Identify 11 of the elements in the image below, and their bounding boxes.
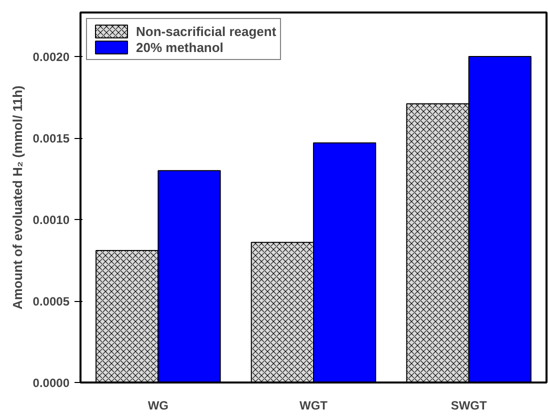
y-tick-label: 0.0020 xyxy=(32,50,70,64)
x-tick-label: SWGT xyxy=(450,398,488,412)
legend-label: Non-sacrificial reagent xyxy=(136,23,276,39)
y-tick-label: 0.0010 xyxy=(32,213,70,228)
legend-label: 20% methanol xyxy=(136,39,224,55)
y-tick-label: 0.0000 xyxy=(32,376,70,390)
y-tick-label: 0.0005 xyxy=(32,294,70,308)
x-tick-label: WG xyxy=(148,398,169,412)
x-tick-label: WGT xyxy=(300,398,328,412)
y-axis-title: Amount of evoluated H₂ (mmol/ 11h) xyxy=(10,86,25,310)
y-tick-label: 0.0015 xyxy=(32,132,70,146)
